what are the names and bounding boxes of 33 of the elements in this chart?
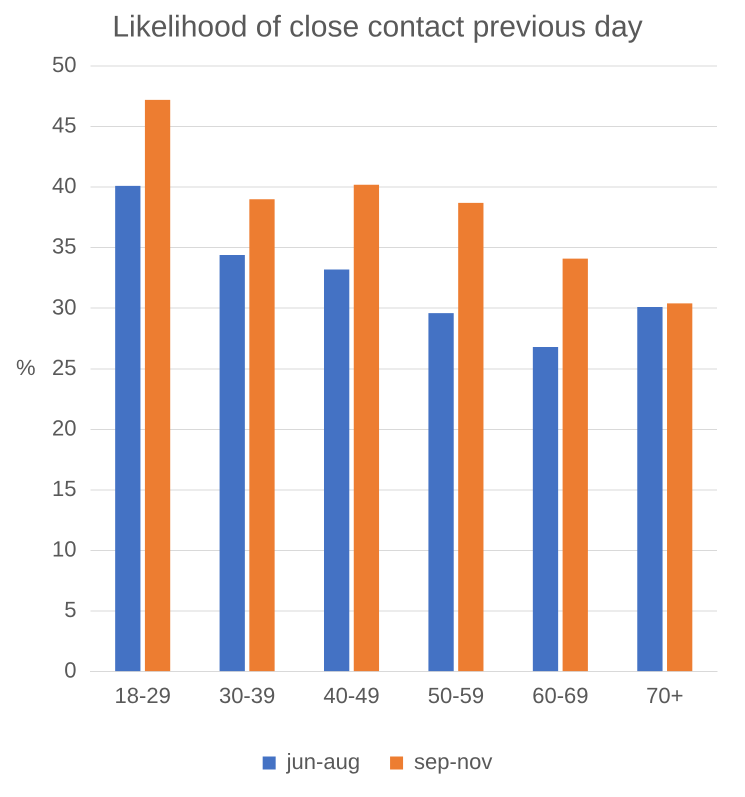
y-tick-label: 30 [52,294,76,320]
y-tick-label: 20 [52,415,76,440]
legend-label: sep-nov [414,749,492,774]
y-tick-label: 0 [64,658,76,683]
x-tick-label: 30-39 [218,682,276,708]
legend-label: jun-aug [286,749,360,774]
x-tick-label: 60-69 [532,682,589,708]
bar [144,100,170,672]
x-tick-label: 50-59 [428,682,484,708]
bar [115,186,140,672]
bar [249,199,275,672]
y-tick-label: 50 [52,52,76,78]
y-tick-label: 25 [52,354,76,380]
x-tick-label: 40-49 [323,682,380,708]
y-tick-label: 35 [52,234,76,259]
bar [458,202,484,672]
bar [562,258,588,672]
bar [324,269,350,672]
y-tick-label: 40 [52,173,76,198]
x-tick-label: 18-29 [114,682,171,708]
y-tick-label: 5 [64,597,76,622]
y-tick-label: 15 [52,476,76,501]
x-tick-label: 70+ [646,682,684,708]
y-tick-label: 10 [52,536,76,562]
bar [637,307,663,672]
chart-title: Likelihood of close contact previous day [112,10,643,44]
y-tick-label: 45 [52,112,76,138]
bar [667,303,692,672]
bar [354,184,380,672]
bar [428,313,454,672]
y-axis-title: % [16,354,36,380]
bar [220,254,245,672]
bar [532,347,558,672]
